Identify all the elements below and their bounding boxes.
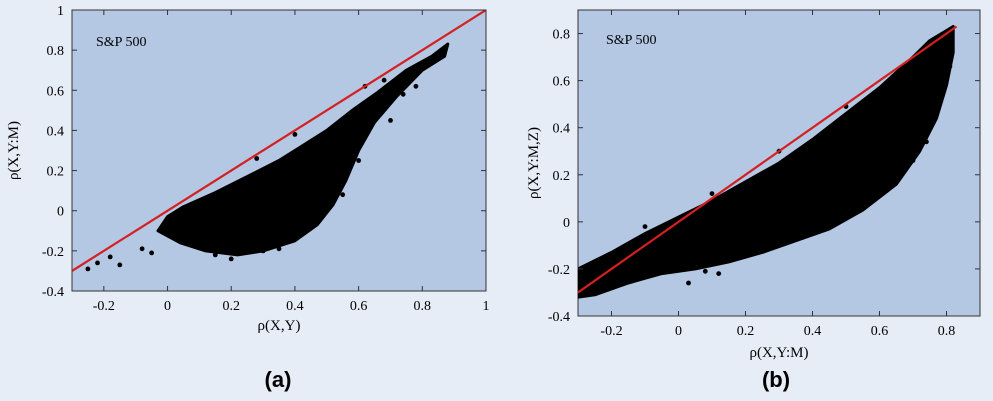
scatter-point xyxy=(413,83,419,89)
x-tick-label: 0.8 xyxy=(938,324,956,339)
scatter-point xyxy=(940,90,946,95)
scatter-point xyxy=(930,101,936,107)
y-tick-label: 0.8 xyxy=(47,44,65,59)
y-tick-label: 0.6 xyxy=(47,84,65,99)
scatter-point xyxy=(702,268,708,274)
scatter-point xyxy=(381,77,387,83)
scatter-point xyxy=(340,192,346,198)
scatter-point xyxy=(686,280,691,286)
y-tick-label: 0.4 xyxy=(47,124,65,139)
y-tick-label: 0.8 xyxy=(553,28,571,43)
scatter-point xyxy=(107,254,113,260)
chart-panel-b: -0.2 0 0.2 0.4 0.6 0.8 -0.4 -0.2 0 0.2 0.4 0.6 0.8 ρ(… xyxy=(526,9,981,392)
scatter-point xyxy=(426,59,432,65)
x-tick-label: -0.2 xyxy=(93,299,115,314)
x-tick-label: 1 xyxy=(483,299,490,314)
scatter-point xyxy=(836,219,842,225)
scatter-point xyxy=(117,262,123,268)
scatter-point xyxy=(388,118,393,123)
panel-label: (b) xyxy=(762,367,790,392)
scatter-point xyxy=(149,250,155,256)
scatter-point xyxy=(903,64,909,69)
scatter-point xyxy=(585,292,591,298)
x-tick-label: 0.2 xyxy=(737,324,755,339)
scatter-point xyxy=(171,234,177,240)
y-tick-label: 0.2 xyxy=(47,165,65,180)
x-tick-label: 0.8 xyxy=(414,299,432,314)
y-tick-label: -0.4 xyxy=(42,285,64,300)
scatter-point xyxy=(95,260,100,266)
y-tick-label: -0.4 xyxy=(548,310,570,325)
scatter-point xyxy=(709,191,715,197)
scatter-point xyxy=(228,256,234,262)
scatter-point xyxy=(308,220,314,226)
scatter-point xyxy=(793,231,799,237)
x-tick-label: 0.4 xyxy=(286,299,304,314)
x-tick-label: -0.2 xyxy=(600,324,622,339)
scatter-point xyxy=(910,158,916,164)
scatter-point xyxy=(439,47,444,53)
scatter-point xyxy=(276,246,282,252)
y-tick-label: 0.6 xyxy=(553,75,571,90)
scatter-point xyxy=(254,156,260,161)
reference-line xyxy=(578,25,958,294)
scatter-point xyxy=(139,246,145,252)
y-axis-label: ρ(X,Y:M) xyxy=(6,121,22,180)
scatter-point xyxy=(716,271,722,276)
scatter-point xyxy=(877,191,882,197)
scatter-point xyxy=(944,35,949,41)
x-tick-label: 0 xyxy=(164,299,171,314)
scatter-point xyxy=(212,252,218,258)
x-tick-label: 0.4 xyxy=(804,324,822,339)
scatter-point xyxy=(642,224,648,230)
y-tick-label: 0 xyxy=(563,216,570,231)
data-layer xyxy=(578,25,958,299)
point-cloud xyxy=(156,42,450,257)
x-tick-label: 0.6 xyxy=(350,299,368,314)
x-tick-label: 0 xyxy=(675,324,682,339)
y-tick-label: 0 xyxy=(57,205,64,220)
scatter-point xyxy=(85,266,91,272)
scatter-point xyxy=(826,195,832,201)
y-tick-label: 1 xyxy=(57,4,64,19)
scatter-point xyxy=(860,172,866,178)
scatter-point xyxy=(260,248,266,254)
scatter-point xyxy=(356,158,361,163)
y-tick-label: -0.2 xyxy=(42,245,64,260)
scatter-point xyxy=(602,285,608,291)
scatter-point xyxy=(400,91,406,97)
y-axis-label: ρ(X,Y:M,Z) xyxy=(526,127,542,199)
scatter-point xyxy=(924,139,929,145)
y-tick-label: 0.2 xyxy=(553,169,571,184)
dataset-label: S&P 500 xyxy=(96,35,146,50)
data-layer xyxy=(72,10,486,272)
scatter-point xyxy=(324,136,330,141)
x-tick-label: 0.6 xyxy=(871,324,889,339)
scatter-point xyxy=(947,64,953,69)
point-cloud xyxy=(578,25,955,299)
scatter-point xyxy=(897,172,902,178)
scatter-point xyxy=(197,244,202,250)
x-axis-label: ρ(X,Y:M) xyxy=(749,345,808,361)
x-tick-label: 0.2 xyxy=(222,299,240,314)
x-axis-label: ρ(X,Y) xyxy=(258,318,301,334)
dataset-label: S&P 500 xyxy=(606,33,656,48)
chart-panel-a: -0.2 0 0.2 0.4 0.6 0.8 1 -0.4 -0.2 0 0.2 0.4 0.6 0.8 1… xyxy=(6,4,490,392)
y-tick-label: -0.2 xyxy=(548,263,570,278)
reference-line xyxy=(72,10,486,272)
scatter-point xyxy=(292,132,298,137)
panel-label: (a) xyxy=(265,367,292,392)
y-tick-label: 0.4 xyxy=(553,122,571,137)
